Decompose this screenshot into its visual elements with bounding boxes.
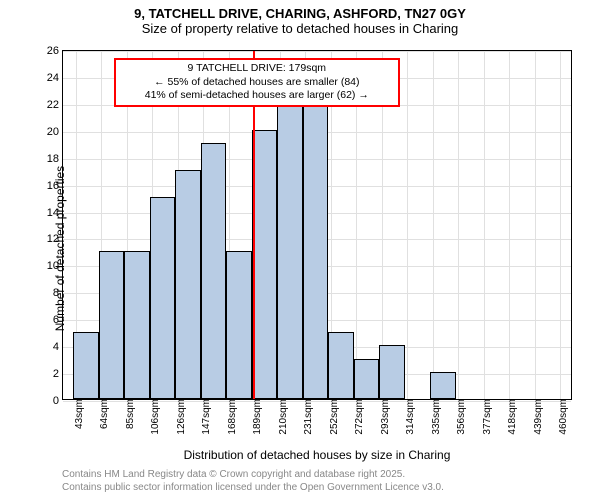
histogram-bar — [379, 345, 405, 399]
x-tick-label: 377sqm — [480, 399, 493, 435]
y-tick-label: 24 — [47, 72, 63, 84]
histogram-bar — [201, 143, 227, 399]
grid-line-vertical — [509, 51, 510, 399]
y-tick-label: 2 — [53, 368, 63, 380]
x-tick-label: 335sqm — [429, 399, 442, 435]
x-tick-label: 126sqm — [174, 399, 187, 435]
histogram-bar — [303, 103, 329, 399]
histogram-bar — [252, 130, 278, 399]
grid-line-vertical — [433, 51, 434, 399]
histogram-bar — [430, 372, 456, 399]
annotation-box: 9 TATCHELL DRIVE: 179sqm← 55% of detache… — [114, 58, 400, 107]
chart-title: 9, TATCHELL DRIVE, CHARING, ASHFORD, TN2… — [0, 0, 600, 21]
grid-line-horizontal — [63, 51, 571, 52]
x-tick-label: 168sqm — [225, 399, 238, 435]
grid-line-vertical — [535, 51, 536, 399]
x-tick-label: 293sqm — [378, 399, 391, 435]
histogram-bar — [175, 170, 201, 399]
grid-line-vertical — [407, 51, 408, 399]
annotation-line: ← 55% of detached houses are smaller (84… — [122, 76, 392, 90]
x-tick-label: 439sqm — [531, 399, 544, 435]
x-tick-label: 460sqm — [556, 399, 569, 435]
x-tick-label: 418sqm — [505, 399, 518, 435]
histogram-bar — [277, 103, 303, 399]
y-tick-label: 22 — [47, 99, 63, 111]
histogram-bar — [99, 251, 125, 399]
x-tick-label: 210sqm — [276, 399, 289, 435]
x-tick-label: 106sqm — [148, 399, 161, 435]
x-tick-label: 147sqm — [199, 399, 212, 435]
x-tick-label: 231sqm — [301, 399, 314, 435]
x-tick-label: 272sqm — [352, 399, 365, 435]
histogram-bar — [354, 359, 380, 399]
y-tick-label: 18 — [47, 153, 63, 165]
histogram-bar — [150, 197, 176, 399]
y-axis-label: Number of detached properties — [53, 166, 67, 331]
plot-area: 0246810121416182022242643sqm64sqm85sqm10… — [62, 50, 572, 400]
x-tick-label: 356sqm — [454, 399, 467, 435]
histogram-bar — [328, 332, 354, 399]
x-tick-label: 85sqm — [123, 399, 136, 429]
footer-line-1: Contains HM Land Registry data © Crown c… — [62, 468, 444, 481]
grid-line-vertical — [484, 51, 485, 399]
histogram-bar — [226, 251, 252, 399]
grid-line-horizontal — [63, 401, 571, 402]
x-tick-label: 64sqm — [97, 399, 110, 429]
grid-line-vertical — [560, 51, 561, 399]
y-tick-label: 20 — [47, 126, 63, 138]
chart-container: 9, TATCHELL DRIVE, CHARING, ASHFORD, TN2… — [0, 0, 600, 500]
grid-line-vertical — [458, 51, 459, 399]
x-tick-label: 189sqm — [250, 399, 263, 435]
y-tick-label: 0 — [53, 395, 63, 407]
x-tick-label: 252sqm — [327, 399, 340, 435]
y-tick-label: 4 — [53, 341, 63, 353]
histogram-bar — [124, 251, 150, 399]
x-tick-label: 43sqm — [72, 399, 85, 429]
histogram-bar — [73, 332, 99, 399]
x-axis-label: Distribution of detached houses by size … — [62, 448, 572, 462]
footer-line-2: Contains public sector information licen… — [62, 481, 444, 494]
chart-subtitle: Size of property relative to detached ho… — [0, 21, 600, 40]
x-tick-label: 314sqm — [403, 399, 416, 435]
annotation-line: 41% of semi-detached houses are larger (… — [122, 89, 392, 103]
annotation-line: 9 TATCHELL DRIVE: 179sqm — [122, 62, 392, 76]
y-tick-label: 26 — [47, 45, 63, 57]
footer-attribution: Contains HM Land Registry data © Crown c… — [62, 468, 444, 494]
